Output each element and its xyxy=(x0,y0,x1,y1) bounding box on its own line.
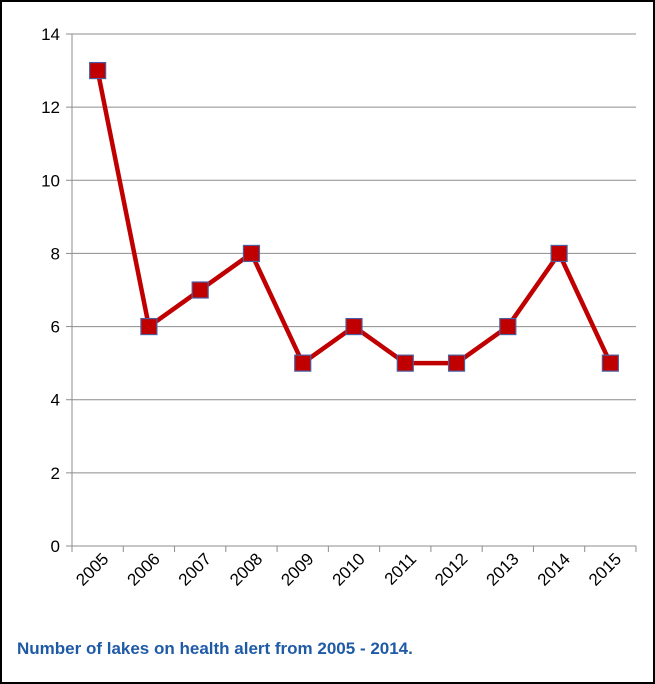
y-tick-label: 2 xyxy=(51,464,60,483)
data-point xyxy=(396,354,414,372)
y-tick-label: 0 xyxy=(51,537,60,556)
data-point xyxy=(550,244,568,263)
data-point xyxy=(294,354,312,372)
x-tick-label: 2012 xyxy=(431,549,471,589)
y-tick-label: 6 xyxy=(51,318,60,337)
x-tick-label: 2010 xyxy=(329,549,369,589)
line-chart: 0 2 4 6 8 10 12 14 2005 2006 2007 2008 2009 2010 2011… xyxy=(41,25,637,590)
y-tick-label: 8 xyxy=(51,244,60,263)
x-tick-label: 2005 xyxy=(72,549,112,589)
x-tick-label: 2006 xyxy=(124,549,164,589)
y-tick-labels: 0 2 4 6 8 10 12 14 xyxy=(41,25,60,556)
data-point xyxy=(601,354,619,372)
series-markers xyxy=(89,61,619,372)
y-tick-label: 4 xyxy=(51,391,60,410)
data-point xyxy=(140,317,158,336)
data-point xyxy=(447,354,466,372)
y-tick-label: 14 xyxy=(41,25,60,44)
data-point xyxy=(89,61,107,80)
x-tick-labels: 2005 2006 2007 2008 2009 2010 2011 2012 2013 2014… xyxy=(72,549,625,589)
x-tick-label: 2011 xyxy=(381,549,420,588)
x-tick-label: 2013 xyxy=(482,549,522,589)
x-tick-label: 2009 xyxy=(277,549,317,589)
y-tick-label: 10 xyxy=(41,171,60,190)
data-point xyxy=(191,281,209,299)
x-tick-label: 2008 xyxy=(226,549,266,589)
x-tick-label: 2007 xyxy=(175,549,215,589)
data-point xyxy=(242,244,261,263)
x-tick-label: 2015 xyxy=(585,549,625,589)
data-point xyxy=(499,317,517,336)
data-point xyxy=(345,317,363,336)
x-tick-label: 2014 xyxy=(534,549,574,589)
y-tick-label: 12 xyxy=(41,98,60,117)
chart-caption: Number of lakes on health alert from 200… xyxy=(17,639,413,658)
axes xyxy=(66,33,637,552)
